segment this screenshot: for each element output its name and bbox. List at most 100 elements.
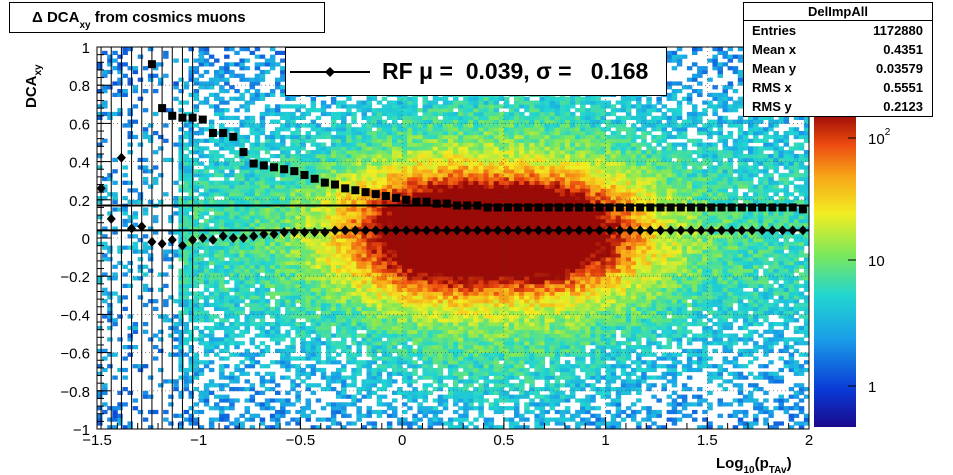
heatmap-cell bbox=[346, 108, 352, 113]
heatmap-cell bbox=[219, 123, 225, 128]
heatmap-cell bbox=[468, 257, 474, 262]
heatmap-cell bbox=[203, 383, 210, 388]
heatmap-cell bbox=[386, 257, 393, 262]
heatmap-cell bbox=[427, 241, 434, 247]
heatmap-cell bbox=[142, 241, 149, 247]
heatmap-cell bbox=[422, 337, 428, 342]
heatmap-cell bbox=[173, 322, 179, 327]
heatmap-cell bbox=[290, 226, 296, 231]
heatmap-cell bbox=[249, 364, 256, 369]
heatmap-cell bbox=[259, 199, 266, 205]
heatmap-cell bbox=[295, 104, 301, 109]
heatmap-cell bbox=[264, 215, 271, 220]
heatmap-cell bbox=[432, 341, 439, 346]
heatmap-cell bbox=[453, 161, 459, 166]
heatmap-cell bbox=[371, 241, 378, 247]
heatmap-cell bbox=[437, 276, 444, 281]
heatmap-cell bbox=[376, 150, 383, 155]
heatmap-cell bbox=[275, 192, 281, 197]
heatmap-cell bbox=[447, 218, 454, 224]
heatmap-cell bbox=[285, 272, 291, 277]
heatmap-cell bbox=[127, 345, 133, 350]
heatmap-cell bbox=[193, 245, 200, 250]
heatmap-cell bbox=[427, 131, 434, 136]
heatmap-cell bbox=[320, 322, 327, 327]
heatmap-cell bbox=[356, 142, 362, 147]
heatmap-cell bbox=[320, 134, 327, 140]
heatmap-cell bbox=[397, 417, 403, 422]
heatmap-cell bbox=[137, 295, 144, 300]
heatmap-cell bbox=[183, 337, 189, 342]
heatmap-cell bbox=[234, 387, 240, 392]
heatmap-cell bbox=[178, 188, 184, 193]
heatmap-cell bbox=[285, 134, 291, 140]
heatmap-cell bbox=[259, 299, 266, 304]
heatmap-cell bbox=[295, 257, 301, 262]
heatmap-cell bbox=[392, 318, 398, 323]
heatmap-cell bbox=[214, 81, 220, 86]
heatmap-cell bbox=[458, 192, 464, 197]
heatmap-cell bbox=[290, 115, 296, 121]
heatmap-cell bbox=[376, 222, 383, 227]
heatmap-cell bbox=[188, 142, 194, 147]
heatmap-cell bbox=[453, 215, 459, 220]
heatmap-cell bbox=[183, 207, 189, 212]
heatmap-cell bbox=[407, 268, 413, 273]
heatmap-cell bbox=[97, 115, 103, 121]
heatmap-cell bbox=[356, 398, 362, 403]
heatmap-cell bbox=[361, 253, 367, 258]
heatmap-cell bbox=[366, 199, 372, 205]
heatmap-cell bbox=[412, 329, 418, 334]
heatmap-cell bbox=[112, 111, 118, 117]
heatmap-cell bbox=[269, 260, 276, 266]
heatmap-cell bbox=[432, 371, 439, 376]
heatmap-cell bbox=[422, 184, 428, 189]
heatmap-cell bbox=[346, 333, 352, 338]
heatmap-cell bbox=[447, 211, 454, 216]
heatmap-cell bbox=[224, 306, 230, 312]
heatmap-cell bbox=[371, 165, 378, 170]
heatmap-cell bbox=[422, 318, 428, 323]
heatmap-cell bbox=[214, 276, 220, 281]
heatmap-cell bbox=[386, 329, 393, 334]
heatmap-cell bbox=[432, 134, 439, 140]
heatmap-cell bbox=[244, 138, 250, 143]
heatmap-cell bbox=[407, 295, 413, 300]
heatmap-cell bbox=[275, 146, 281, 151]
heatmap-cell bbox=[112, 169, 118, 174]
heatmap-cell bbox=[422, 222, 428, 227]
heatmap-cell bbox=[437, 211, 444, 216]
heatmap-cell bbox=[168, 241, 174, 247]
heatmap-cell bbox=[432, 337, 439, 342]
heatmap-cell bbox=[453, 402, 459, 407]
heatmap-cell bbox=[442, 111, 449, 117]
heatmap-cell bbox=[330, 322, 337, 327]
heatmap-cell bbox=[203, 100, 210, 105]
heatmap-cell bbox=[193, 337, 200, 342]
heatmap-cell bbox=[422, 108, 428, 113]
heatmap-cell bbox=[249, 215, 256, 220]
heatmap-cell bbox=[453, 169, 459, 174]
heatmap-cell bbox=[310, 123, 317, 128]
heatmap-cell bbox=[412, 211, 418, 216]
heatmap-cell bbox=[239, 291, 245, 296]
heatmap-cell bbox=[285, 119, 291, 124]
heatmap-cell bbox=[346, 287, 352, 292]
heatmap-cell bbox=[473, 310, 479, 315]
heatmap-cell bbox=[458, 127, 464, 132]
heatmap-cell bbox=[290, 295, 296, 300]
heatmap-cell bbox=[417, 390, 423, 396]
heatmap-cell bbox=[463, 398, 469, 403]
heatmap-cell bbox=[163, 253, 169, 258]
heatmap-cell bbox=[214, 280, 220, 285]
heatmap-cell bbox=[346, 421, 352, 426]
heatmap-cell bbox=[432, 207, 439, 212]
heatmap-cell bbox=[397, 211, 403, 216]
heatmap-cell bbox=[198, 241, 205, 247]
heatmap-cell bbox=[219, 226, 225, 231]
heatmap-cell bbox=[381, 211, 388, 216]
heatmap-cell bbox=[229, 329, 235, 334]
heatmap-cell bbox=[300, 260, 306, 266]
heatmap-cell bbox=[392, 238, 398, 243]
